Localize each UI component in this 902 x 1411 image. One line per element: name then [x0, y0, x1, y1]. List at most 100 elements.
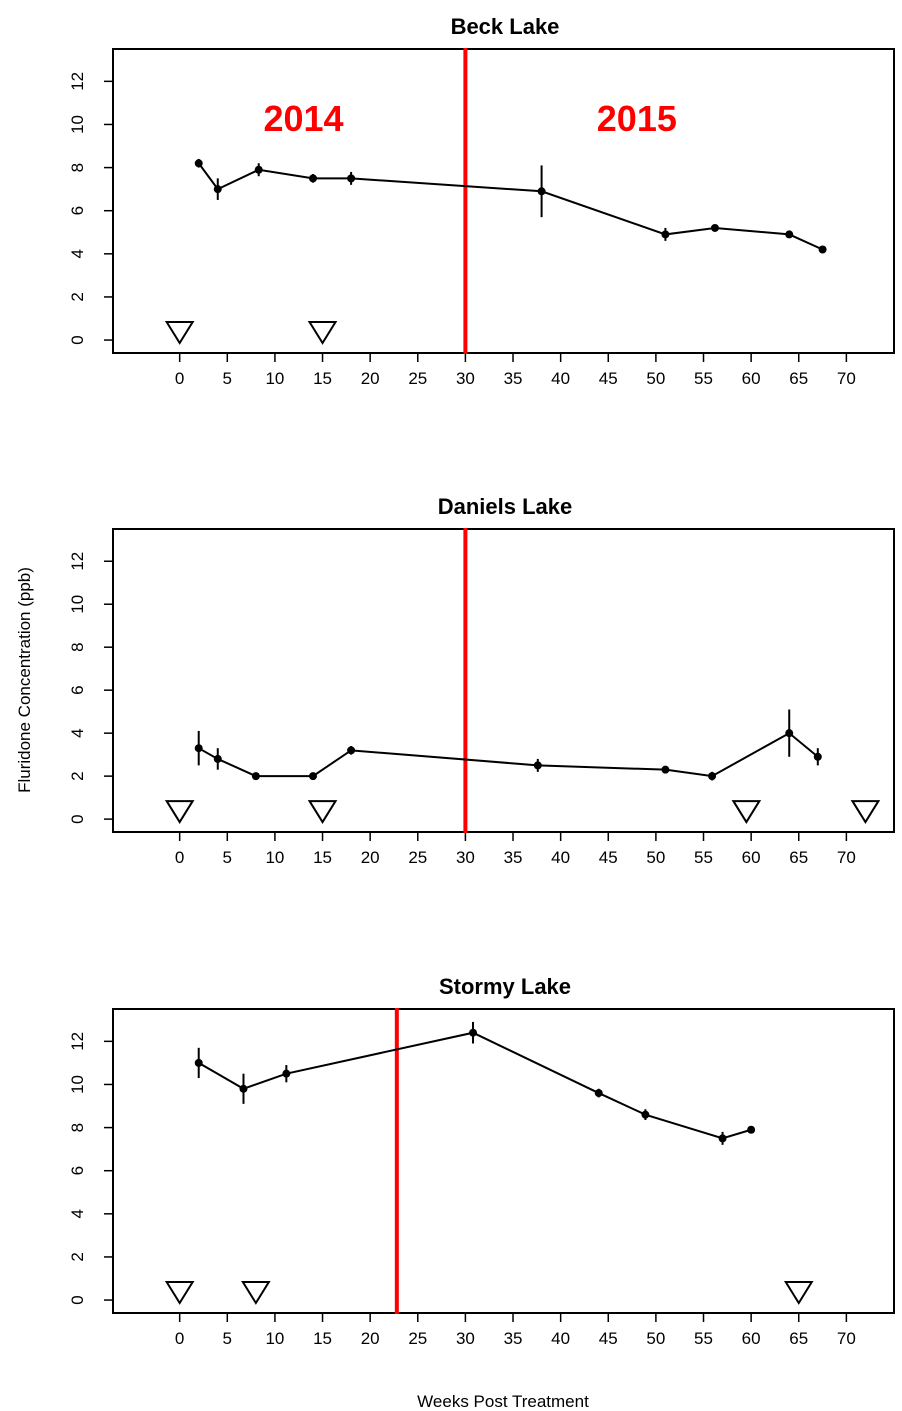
treatment-marker: [731, 800, 762, 824]
series-layer: [194, 158, 827, 254]
axis-ticks: 0 5 10 15 20 25 30 35 40 45 50 55 60 65 70 0 2 4 6 8 10 12: [68, 72, 856, 388]
x-tick-label: 20: [361, 1329, 380, 1348]
data-point: [594, 1089, 603, 1098]
data-point: [718, 1134, 727, 1143]
x-tick-label: 0: [175, 848, 184, 867]
data-point: [194, 744, 203, 753]
data-point: [818, 245, 827, 254]
x-tick-label: 15: [313, 848, 332, 867]
x-tick-label: 30: [456, 369, 475, 388]
y-tick-label: 6: [68, 685, 87, 694]
y-tick-label: 4: [68, 728, 87, 737]
data-point: [347, 746, 356, 755]
series-line: [198, 731, 819, 778]
x-tick-label: 40: [551, 848, 570, 867]
treatment-marker: [164, 1281, 195, 1305]
y-tick-label: 10: [68, 1075, 87, 1094]
x-tick-label: 50: [646, 848, 665, 867]
data-point: [239, 1084, 248, 1093]
data-point: [785, 729, 794, 738]
y-tick-label: 6: [68, 1166, 87, 1175]
treatment-marker: [241, 1281, 271, 1305]
y-tick-label: 12: [68, 72, 87, 91]
data-point: [254, 165, 263, 174]
x-tick-label: 55: [694, 1329, 713, 1348]
x-tick-label: 15: [313, 369, 332, 388]
data-point: [813, 752, 822, 761]
plot-frame: [112, 48, 895, 354]
data-point: [785, 230, 794, 239]
axis-ticks: 0 5 10 15 20 25 30 35 40 45 50 55 60 65 70 0 2 4 6 8 10 12: [68, 1032, 856, 1348]
chart-title: Daniels Lake: [438, 494, 573, 519]
y-tick-label: 4: [68, 249, 87, 258]
x-tick-label: 0: [175, 1329, 184, 1348]
data-point: [194, 159, 203, 168]
x-tick-label: 5: [223, 369, 232, 388]
panel-daniels-lake: Daniels Lake 0 5 10 15 20 25 30 35 40 45 50 55 60 65 7…: [68, 494, 895, 867]
data-point: [708, 772, 717, 781]
year-label-2014: 2014: [263, 98, 343, 139]
overlays: [164, 1008, 814, 1314]
x-tick-label: 15: [313, 1329, 332, 1348]
x-tick-label: 35: [504, 1329, 523, 1348]
y-tick-label: 10: [68, 595, 87, 614]
plot-frame: [112, 1008, 895, 1314]
x-tick-label: 25: [408, 369, 427, 388]
x-tick-label: 20: [361, 848, 380, 867]
y-tick-label: 2: [68, 771, 87, 780]
panel-stormy-lake: Stormy Lake 0 5 10 15 20 25 30 35 40 45 50 55 60 65 70…: [68, 974, 895, 1348]
x-tick-label: 20: [361, 369, 380, 388]
overlays: [164, 528, 881, 833]
x-tick-label: 40: [551, 1329, 570, 1348]
x-tick-label: 60: [742, 848, 761, 867]
x-tick-label: 35: [504, 369, 523, 388]
x-tick-label: 70: [837, 848, 856, 867]
data-point: [469, 1028, 478, 1037]
treatment-marker: [307, 800, 338, 824]
data-point: [251, 772, 260, 781]
series-line: [197, 162, 823, 251]
y-tick-label: 0: [68, 1295, 87, 1304]
x-tick-label: 65: [789, 1329, 808, 1348]
panel-beck-lake: Beck Lake 0 5 10 15 20 25 30 35 40 45 50 55 60 65 70 0 2…: [68, 14, 895, 388]
series-layer: [194, 709, 822, 781]
treatment-marker: [164, 800, 195, 824]
x-tick-label: 5: [223, 848, 232, 867]
x-tick-label: 10: [265, 1329, 284, 1348]
x-tick-label: 55: [694, 848, 713, 867]
y-tick-label: 8: [68, 163, 87, 172]
x-tick-label: 70: [837, 1329, 856, 1348]
data-point: [309, 772, 318, 781]
y-tick-label: 12: [68, 1032, 87, 1051]
data-point: [641, 1110, 650, 1119]
overlays: 2014 2015: [164, 48, 677, 354]
x-tick-label: 0: [175, 369, 184, 388]
x-tick-label: 65: [789, 369, 808, 388]
data-point: [347, 174, 356, 183]
plot-frame: [112, 528, 895, 833]
data-point: [661, 230, 670, 239]
year-label-2015: 2015: [597, 98, 677, 139]
data-point: [213, 754, 222, 763]
x-tick-label: 40: [551, 369, 570, 388]
chart-title: Beck Lake: [451, 14, 560, 39]
x-tick-label: 50: [646, 1329, 665, 1348]
x-tick-label: 60: [742, 369, 761, 388]
x-tick-label: 60: [742, 1329, 761, 1348]
data-point: [747, 1125, 756, 1134]
treatment-marker: [850, 800, 881, 824]
data-point: [661, 765, 670, 774]
x-tick-label: 35: [504, 848, 523, 867]
x-tick-label: 10: [265, 848, 284, 867]
y-tick-label: 6: [68, 206, 87, 215]
data-point: [309, 174, 318, 183]
treatment-marker: [164, 321, 195, 345]
x-tick-label: 5: [223, 1329, 232, 1348]
chart-title: Stormy Lake: [439, 974, 571, 999]
axis-ticks: 0 5 10 15 20 25 30 35 40 45 50 55 60 65 70 0 2 4 6 8 10 12: [68, 552, 856, 867]
x-tick-label: 65: [789, 848, 808, 867]
data-point: [537, 187, 546, 196]
y-tick-label: 8: [68, 1123, 87, 1132]
y-tick-label: 2: [68, 292, 87, 301]
